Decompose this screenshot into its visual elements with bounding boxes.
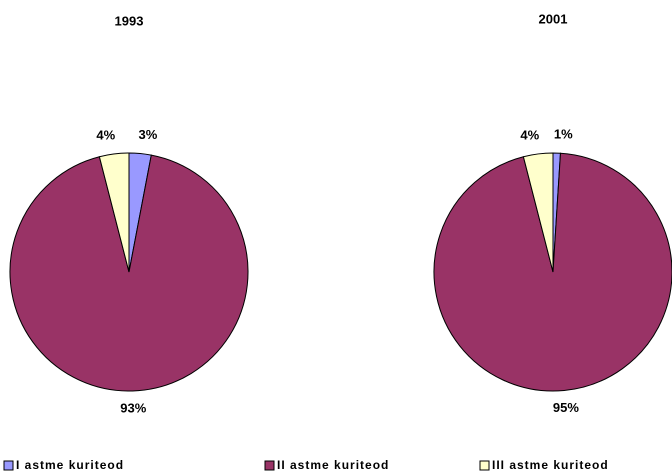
chart-title: 2001	[539, 11, 568, 26]
pie-slice	[433, 152, 672, 392]
pie-slice	[98, 152, 130, 273]
legend-label: II astme kuriteod	[277, 458, 389, 472]
chart-title: 1993	[115, 13, 144, 28]
data-label: 93%	[120, 400, 146, 415]
data-label: 1%	[554, 127, 573, 142]
legend-swatch	[264, 460, 275, 471]
data-label: 3%	[138, 127, 157, 142]
data-label: 4%	[96, 128, 115, 143]
legend-label: I astme kuriteod	[16, 458, 124, 472]
pie-slice	[9, 154, 249, 392]
data-label: 95%	[553, 400, 579, 415]
legend-swatch	[479, 460, 490, 471]
pie-slice	[522, 152, 554, 273]
legend-swatch	[3, 460, 14, 471]
data-label: 4%	[520, 128, 539, 143]
legend-label: III astme kuriteod	[492, 458, 609, 472]
